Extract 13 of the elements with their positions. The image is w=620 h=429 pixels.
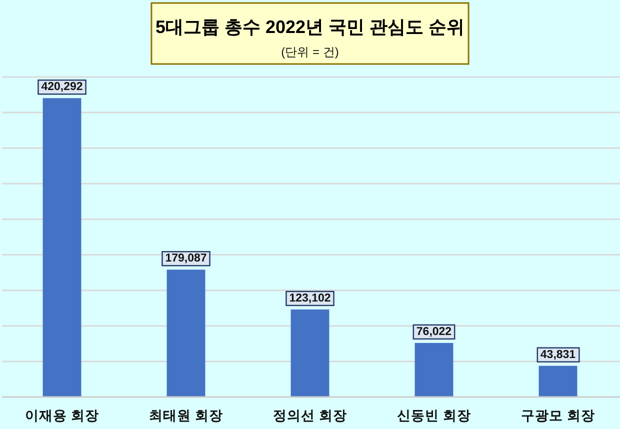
title: 5대그룹 총수 2022년 국민 관심도 순위 (단위 = 건) bbox=[150, 2, 470, 65]
data-label: 179,087 bbox=[165, 252, 207, 265]
chart-subtitle: (단위 = 건) bbox=[281, 45, 339, 59]
x-tick-label: 최태원 회장 bbox=[149, 408, 223, 423]
data-label: 76,022 bbox=[416, 326, 452, 338]
data-label: 123,102 bbox=[289, 292, 331, 304]
chart-title: 5대그룹 총수 2022년 국민 관심도 순위 bbox=[155, 17, 465, 37]
x-tick-label: 정의선 회장 bbox=[273, 408, 347, 423]
data-label: 420,292 bbox=[41, 81, 83, 94]
x-tick-label: 신동빈 회장 bbox=[397, 408, 471, 423]
data-label: 43,831 bbox=[540, 348, 576, 361]
x-tick-label: 구광모 회장 bbox=[521, 408, 595, 423]
x-tick-label: 이재용 회장 bbox=[25, 408, 99, 423]
